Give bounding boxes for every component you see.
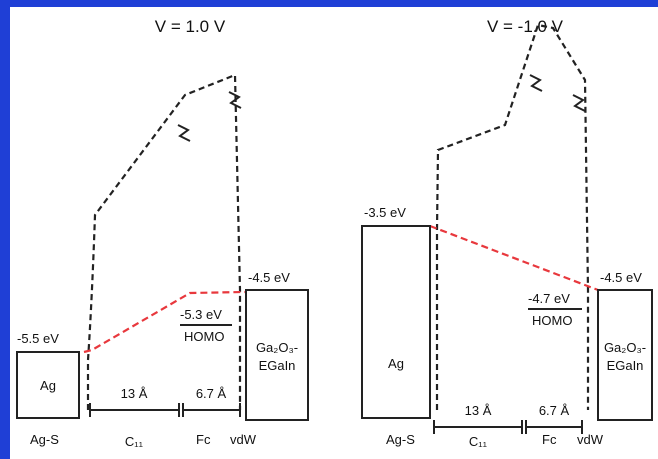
panel-title: V = 1.0 V — [155, 17, 226, 36]
metal-label: Ag — [40, 378, 56, 393]
metal-box — [361, 225, 431, 419]
distance-label: 6.7 Å — [539, 403, 570, 418]
metal-label: Ag — [388, 356, 404, 371]
level-label: -5.3 eV — [180, 307, 222, 322]
barrier — [86, 73, 242, 410]
panel-title: V = -1.0 V — [487, 17, 564, 36]
region-label: C₁₁ — [469, 434, 488, 449]
zigzag — [529, 74, 543, 92]
region-label: C₁₁ — [125, 434, 144, 449]
panel: V = -1.0 V Ag -3.5 eV Ga₂O₃- EGaIn -4.5 … — [361, 17, 653, 449]
electrode-label: EGaIn — [259, 358, 296, 373]
zigzag — [177, 124, 191, 142]
panel: V = 1.0 V Ag -5.5 eV Ga₂O₃- EGaIn -4.5 e… — [16, 17, 309, 449]
distance-label: 13 Å — [121, 386, 148, 401]
electrode-box — [597, 289, 653, 421]
region-label: Ag-S — [386, 432, 415, 447]
electrode-label: Ga₂O₃- — [256, 340, 298, 355]
metal-box — [16, 351, 80, 419]
level-label: -4.5 eV — [248, 270, 290, 285]
electrode-label: EGaIn — [607, 358, 644, 373]
region-label: Ag-S — [30, 432, 59, 447]
homo-label: HOMO — [184, 329, 224, 344]
frame-left — [0, 0, 10, 459]
region-label: vdW — [230, 432, 257, 447]
zigzag — [572, 94, 586, 112]
potential-drop — [83, 290, 246, 354]
electrode-box — [245, 289, 309, 421]
scale-bar — [89, 403, 241, 417]
level-label: -4.7 eV — [528, 291, 570, 306]
zigzag — [228, 91, 242, 109]
frame-top — [0, 0, 658, 7]
level-label: -5.5 eV — [17, 331, 59, 346]
potential-drop — [429, 224, 599, 292]
region-label: Fc — [196, 432, 211, 447]
electrode-label: Ga₂O₃- — [604, 340, 646, 355]
level-label: -3.5 eV — [364, 205, 406, 220]
level-label: -4.5 eV — [600, 270, 642, 285]
region-label: Fc — [542, 432, 557, 447]
scale-bar — [433, 420, 583, 434]
distance-label: 13 Å — [465, 403, 492, 418]
homo-label: HOMO — [532, 313, 572, 328]
region-label: vdW — [577, 432, 604, 447]
distance-label: 6.7 Å — [196, 386, 227, 401]
barrier — [435, 23, 590, 410]
